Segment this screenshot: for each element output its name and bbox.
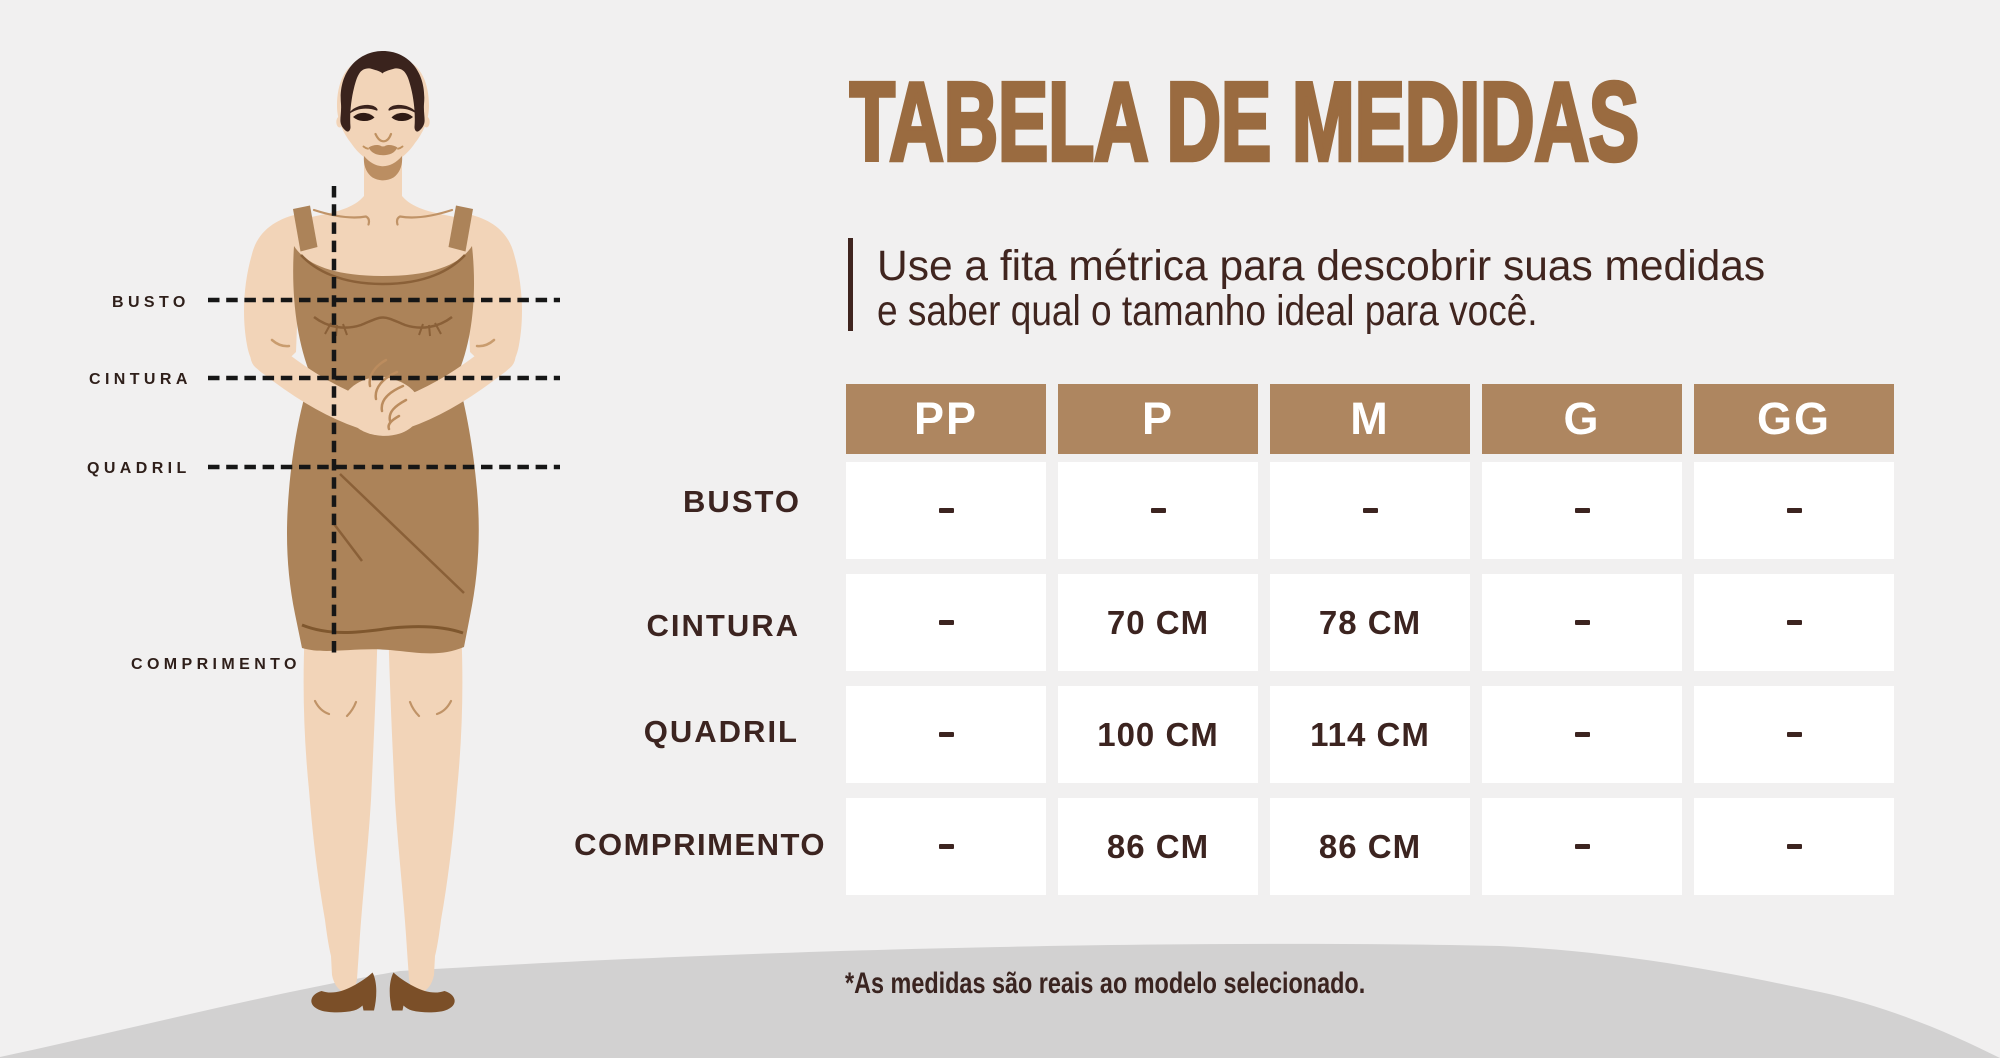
svg-text:TABELA DE MEDIDAS: TABELA DE MEDIDAS [849, 62, 1639, 182]
